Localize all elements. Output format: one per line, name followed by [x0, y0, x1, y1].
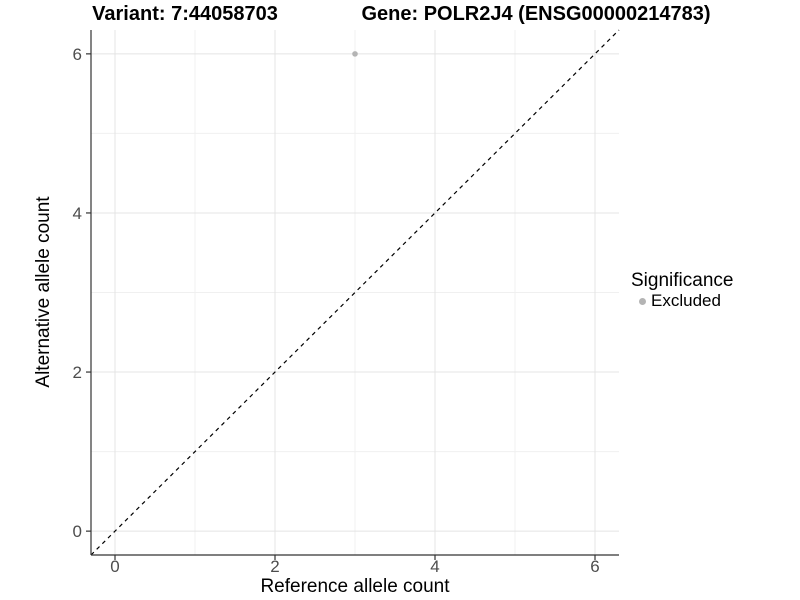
legend-point-icon	[639, 297, 646, 305]
legend-items: Excluded	[631, 291, 733, 310]
y-tick-label: 4	[73, 204, 82, 223]
y-tick-label: 2	[73, 363, 82, 382]
x-tick-label: 2	[270, 557, 279, 576]
legend-item-label: Excluded	[651, 291, 721, 310]
legend-title: Significance	[631, 270, 734, 291]
data-point	[352, 51, 358, 57]
y-tick-label: 6	[73, 45, 82, 64]
x-axis-title: Reference allele count	[260, 576, 450, 597]
legend: Significance Excluded	[631, 270, 733, 310]
x-tick-label: 0	[110, 557, 119, 576]
y-axis-title: Alternative allele count	[33, 196, 54, 388]
y-tick-label: 0	[73, 522, 82, 541]
plot-title-variant: Variant: 7:44058703	[92, 3, 278, 25]
x-tick-label: 6	[590, 557, 599, 576]
x-tick-label: 4	[430, 557, 439, 576]
plot-title-gene: Gene: POLR2J4 (ENSG00000214783)	[361, 3, 711, 25]
legend-item: Excluded	[631, 291, 733, 310]
